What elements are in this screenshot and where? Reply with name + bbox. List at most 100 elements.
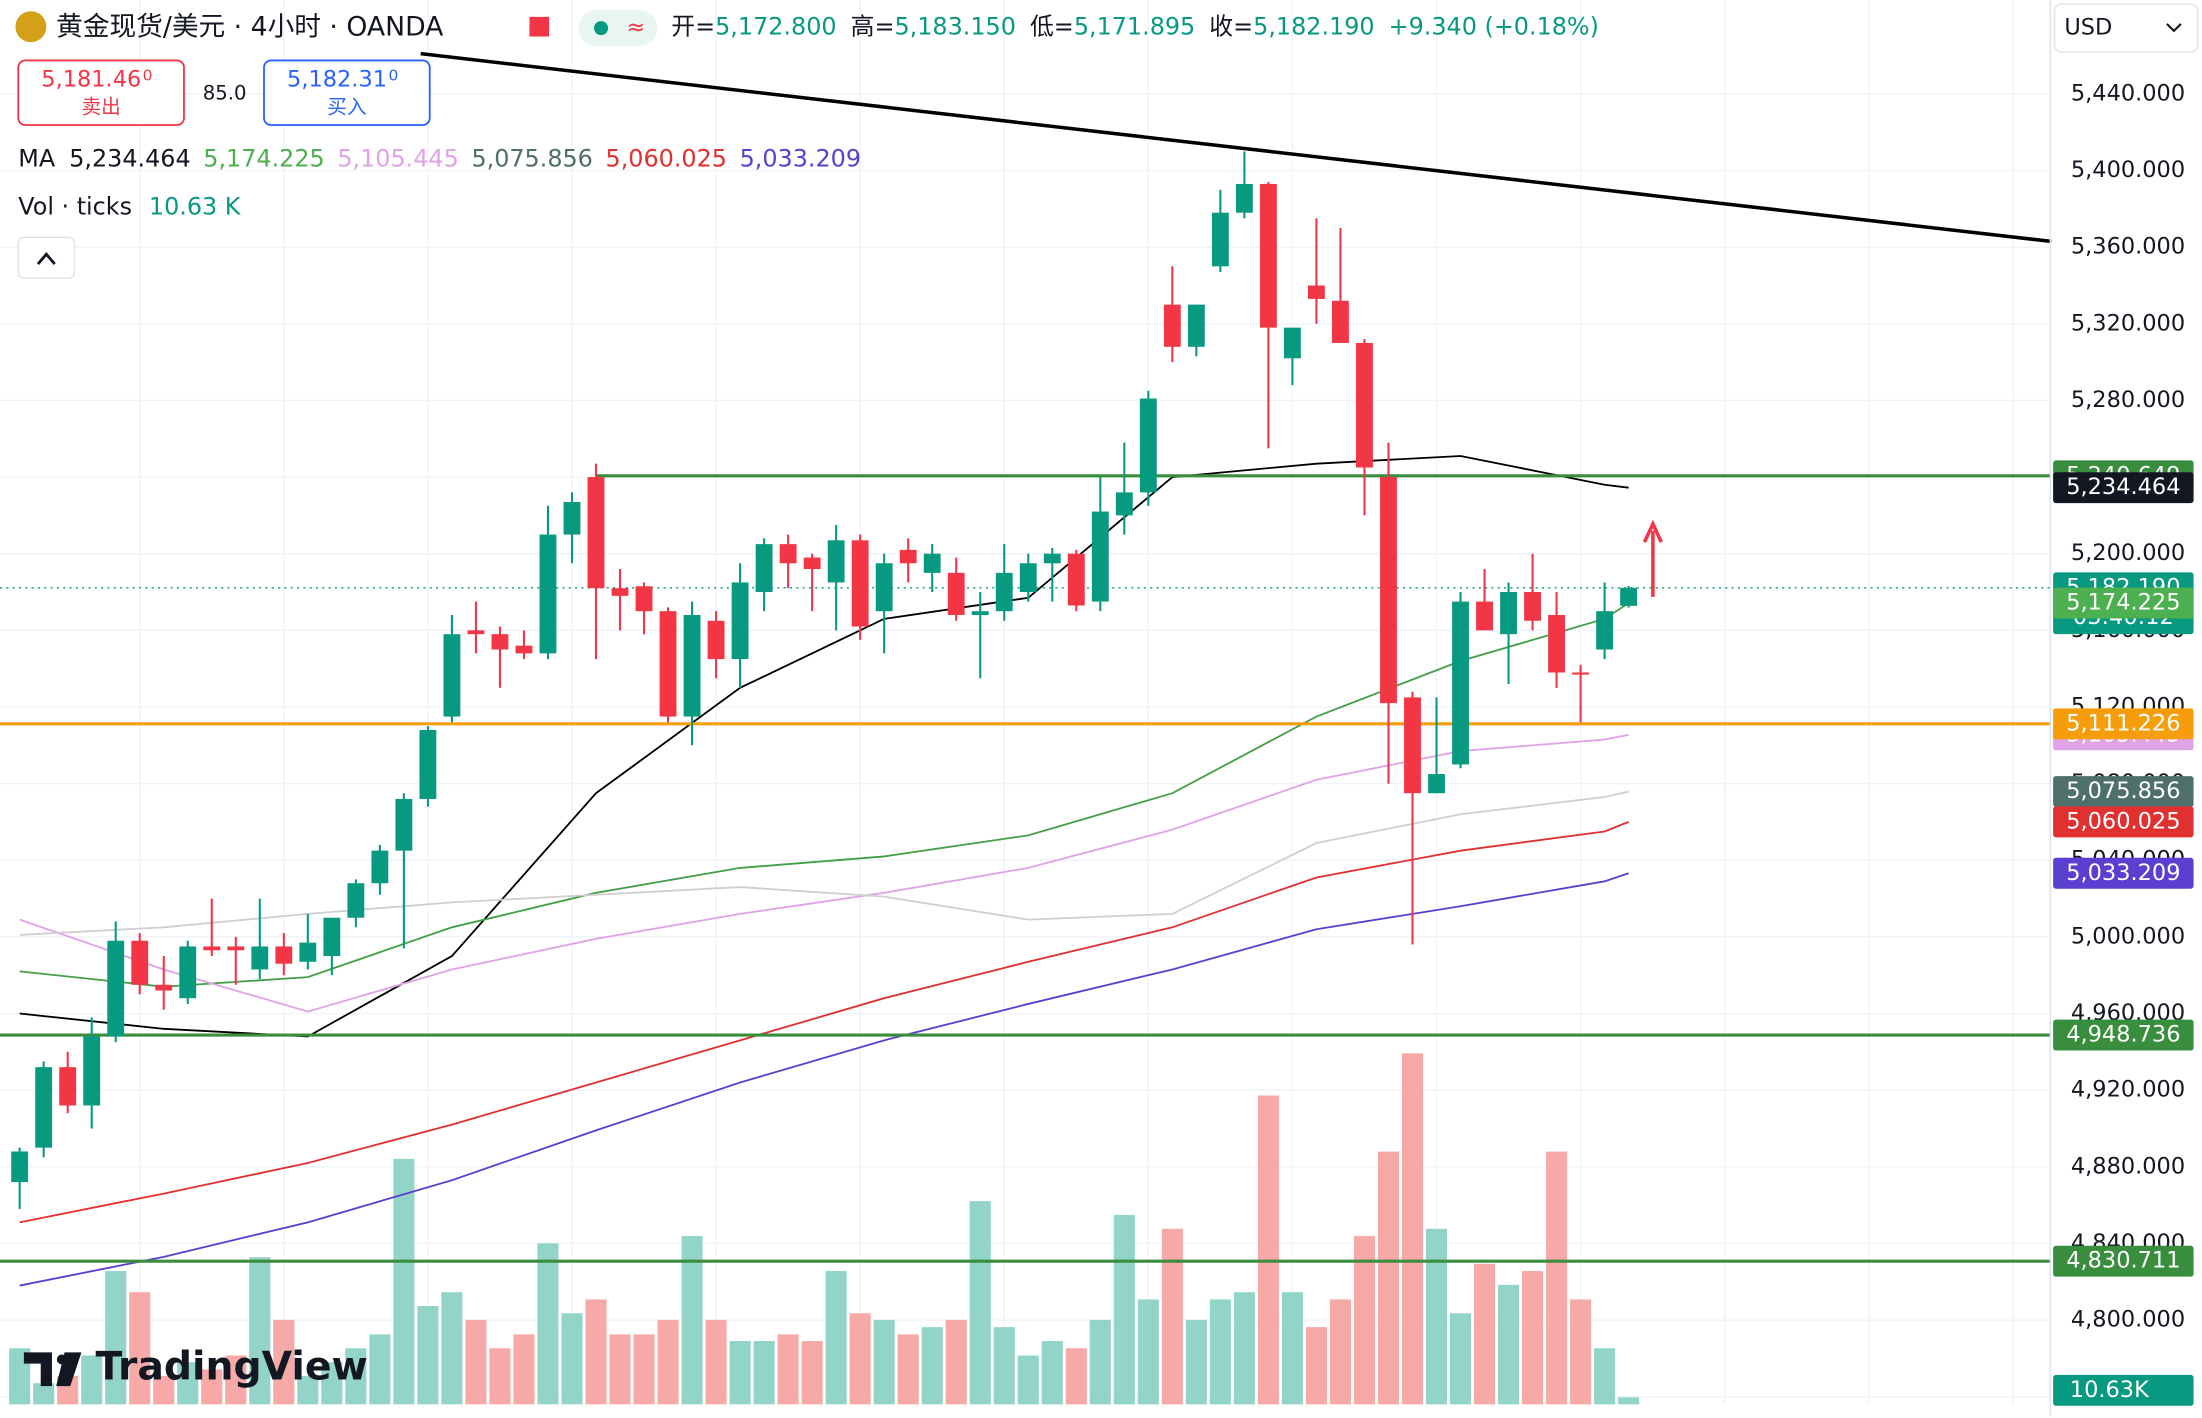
volume-bar [873,1319,895,1405]
candle-body [299,942,317,962]
candle-body [1187,304,1205,347]
sell-price: 5,181.46 [41,67,141,93]
y-tick-label: 4,800.000 [2071,1307,2185,1333]
candle-body [323,917,341,957]
volume-legend-label: Vol · ticks [18,192,132,220]
ma-tag [2053,806,2194,838]
volume-bar [393,1158,415,1405]
candle-body [131,940,149,985]
candle-body [11,1151,29,1183]
ma-legend-value: 5,174.225 [203,145,324,173]
volume-bar [1449,1313,1472,1405]
ma-legend-value: 5,234.464 [69,145,190,173]
volume-bar [1281,1292,1303,1405]
volume-bar [105,1271,127,1405]
flag-icon [529,16,550,37]
volume-bar [921,1327,943,1405]
sell-button[interactable] [17,59,185,126]
candle-body [611,588,629,596]
volume-bar [849,1313,871,1405]
candle-body [107,940,125,1037]
candle-body [683,615,701,717]
volume-bar [1089,1319,1111,1405]
y-tick-label: 5,000.000 [2071,923,2185,949]
volume-bar [297,1375,319,1405]
candle-body [1139,398,1157,493]
ma-legend-value: 5,033.209 [740,145,861,173]
volume-bar [513,1334,535,1405]
volume-bar [489,1348,511,1405]
ma-tag-label: 5,075.856 [2066,778,2180,804]
candle-body [395,798,413,851]
candle-body [1332,300,1349,343]
candle-body [1019,563,1037,593]
volume-legend-value: 10.63 K [149,192,242,220]
candle-body [731,582,749,660]
volume-bar [1618,1397,1640,1405]
y-tick-label: 5,200.000 [2071,540,2185,566]
volume-bar [1498,1284,1520,1405]
buy-button[interactable] [263,59,431,126]
level-tag [2053,1019,2194,1051]
logo-text: TradingView [95,1345,367,1390]
volume-bar [945,1319,967,1405]
volume-bar [1257,1095,1279,1405]
volume-bar [177,1362,199,1405]
volume-bar [1401,1053,1424,1405]
ma-tag [2053,472,2194,504]
logo-icon [23,1352,82,1387]
y-tick-label: 4,920.000 [2071,1077,2185,1103]
currency-select[interactable] [2053,3,2199,53]
candle-body [587,477,605,589]
candle-body [227,946,245,951]
volume-bar [897,1334,919,1405]
candle-body [1428,774,1445,794]
ma-tag-label: 5,033.209 [2066,860,2180,886]
candle-body [1259,183,1277,328]
candle-body [1356,342,1373,468]
ohlc-value: 5,171.895 [1074,13,1195,41]
candle-body [347,883,365,918]
volume-bar [585,1299,607,1405]
candle-body [1211,212,1229,267]
ma-tag-label: 5,174.225 [2066,590,2180,616]
candle-body [515,645,533,654]
volume-bar [729,1341,751,1405]
ma-tag-label: 5,234.464 [2066,474,2180,500]
volume-bar [321,1362,343,1405]
volume-bar [1570,1299,1592,1405]
volume-bar [1185,1319,1207,1405]
candle-body [251,946,269,970]
ohlc-label: 低= [1030,13,1074,41]
ohlc-label: 高= [851,13,895,41]
ma-line [19,872,1629,1287]
volume-bar [153,1375,175,1405]
volume-bar [1522,1271,1544,1405]
currency-chevron [2166,23,2182,33]
sell-price-sup: 0 [143,66,153,84]
symbol-icon [15,11,47,43]
volume-bar [369,1334,391,1405]
ma-tag [2053,587,2194,619]
volume-bar [81,1355,103,1405]
volume-bar [561,1313,583,1405]
candle-body [1067,553,1085,606]
candle-body [947,572,965,616]
volume-bar [345,1348,367,1405]
sell-label: 卖出 [81,96,120,119]
level-tag-label: 5,111.226 [2066,710,2180,736]
candle-body [659,611,677,717]
candle-body [1500,592,1517,635]
ma-line [19,790,1629,936]
buy-label: 买入 [327,96,366,119]
candle-body [1380,477,1397,704]
collapse-button[interactable] [17,236,76,279]
candle-body [203,946,221,951]
status-pill[interactable] [578,9,658,47]
volume-bar [1017,1355,1039,1405]
volume-bar [1041,1341,1063,1405]
ma-legend-value: 5,060.025 [606,145,727,173]
candle-body [1452,601,1469,765]
